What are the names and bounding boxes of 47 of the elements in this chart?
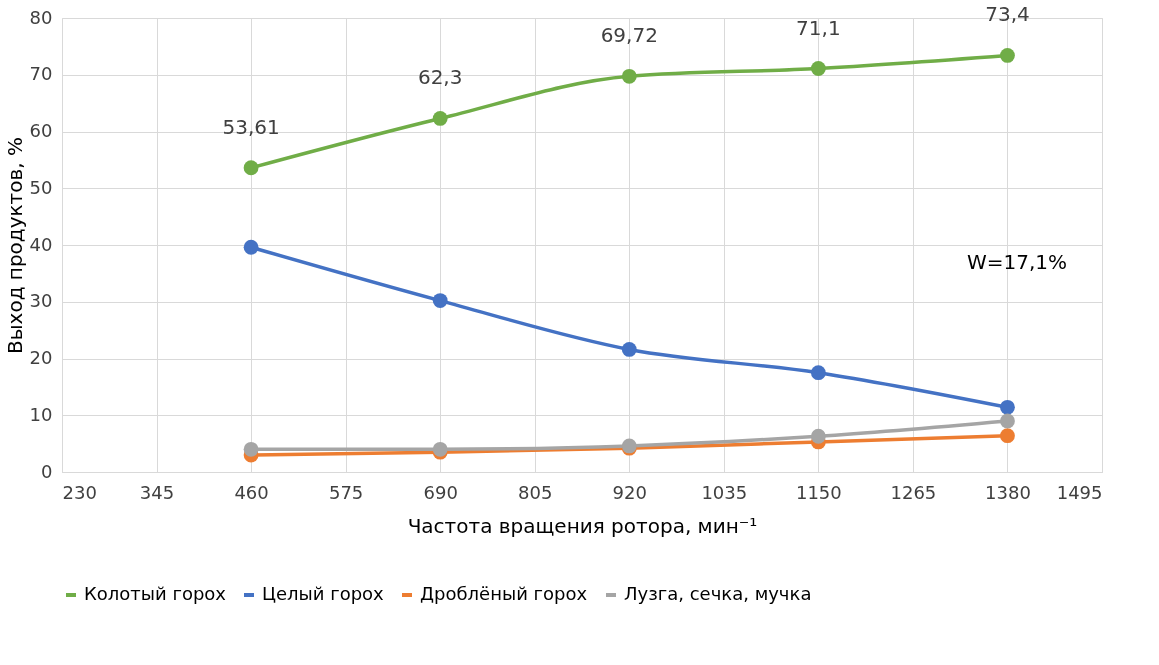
y-axis-title: Выход продуктов, % bbox=[2, 137, 27, 354]
y-tick-label: 70 bbox=[29, 63, 53, 85]
legend-label: Дроблёный горох bbox=[420, 583, 588, 604]
x-tick-label: 1265 bbox=[890, 481, 937, 503]
y-tick-label: 0 bbox=[41, 460, 53, 482]
point bbox=[810, 365, 826, 381]
point bbox=[1000, 428, 1015, 444]
legend-label: Колотый горох bbox=[84, 583, 227, 604]
data-label: 62,3 bbox=[417, 65, 463, 90]
x-tick-label: 575 bbox=[328, 481, 364, 503]
annotation: W=17,1% bbox=[966, 250, 1068, 274]
point bbox=[432, 293, 448, 309]
x-tick-label: 920 bbox=[612, 481, 647, 503]
x-tick-label: 690 bbox=[423, 481, 458, 503]
x-tick-label: 1035 bbox=[701, 481, 748, 503]
x-tick-label: 1495 bbox=[1056, 481, 1103, 503]
data-label: 73,4 bbox=[985, 2, 1030, 27]
point bbox=[243, 160, 259, 176]
point bbox=[621, 68, 637, 84]
y-tick-label: 50 bbox=[29, 176, 53, 198]
y-tick-label: 40 bbox=[29, 233, 53, 255]
y-tick-label: 10 bbox=[29, 403, 53, 425]
x-tick-label: 1150 bbox=[795, 481, 842, 503]
y-tick-label: 80 bbox=[29, 6, 53, 28]
data-label: 53,61 bbox=[222, 114, 280, 139]
x-tick-label: 345 bbox=[139, 481, 175, 503]
legend-label: Лузга, сечка, мучка bbox=[624, 583, 812, 604]
y-tick-label: 20 bbox=[29, 347, 53, 368]
point bbox=[243, 441, 259, 457]
point bbox=[1000, 399, 1015, 415]
point bbox=[810, 61, 826, 76]
data-label: 69,72 bbox=[600, 23, 658, 48]
point bbox=[1000, 413, 1015, 429]
x-tick-label: 805 bbox=[518, 481, 553, 503]
point bbox=[810, 428, 826, 444]
data-label: 71,1 bbox=[796, 15, 841, 40]
y-tick-label: 60 bbox=[29, 120, 53, 141]
legend-label: Целый горох bbox=[262, 583, 385, 604]
x-tick-label: 1380 bbox=[985, 481, 1031, 503]
point bbox=[243, 239, 259, 255]
point bbox=[432, 111, 448, 126]
x-axis-title: Частота вращения ротора, мин⁻¹ bbox=[407, 513, 758, 538]
x-tick-label: 460 bbox=[234, 481, 269, 503]
point bbox=[621, 342, 637, 357]
point bbox=[1000, 48, 1015, 63]
x-tick-label: 230 bbox=[62, 481, 97, 503]
y-tick-label: 30 bbox=[29, 290, 53, 312]
